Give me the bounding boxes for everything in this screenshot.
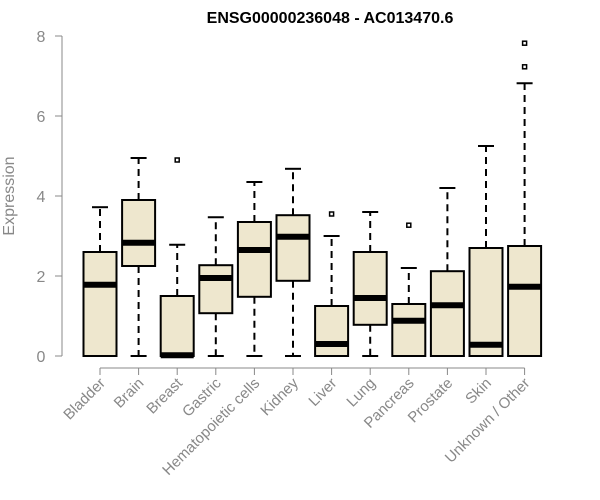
iqr-box <box>236 221 272 298</box>
iqr-box <box>352 251 388 326</box>
y-axis: 0 2 4 6 8 <box>37 29 63 366</box>
box-group <box>352 211 388 357</box>
outlier-point <box>521 64 528 70</box>
outlier-point <box>174 157 180 163</box>
iqr-box <box>429 270 465 358</box>
y-tick-label: 4 <box>37 189 46 206</box>
x-tick-label: Skin <box>462 375 495 408</box>
box-group <box>314 211 350 357</box>
box-group <box>275 167 311 357</box>
outlier-point <box>521 40 528 46</box>
box-group <box>159 157 195 359</box>
iqr-box <box>121 199 157 267</box>
outlier-point <box>406 222 412 228</box>
iqr-box <box>82 251 118 357</box>
iqr-box <box>391 303 427 357</box>
y-tick-label: 0 <box>37 349 46 366</box>
y-tick-label: 2 <box>37 269 46 286</box>
x-tick-label: Lung <box>343 375 379 411</box>
iqr-box <box>507 245 543 357</box>
outlier-point <box>328 211 335 217</box>
y-tick-label: 8 <box>37 29 46 46</box>
x-tick-label: Brain <box>111 375 148 412</box>
box-group <box>507 40 543 357</box>
box-group <box>429 187 465 358</box>
box-group <box>82 206 118 357</box>
iqr-box <box>275 214 311 282</box>
iqr-box <box>159 295 195 357</box>
y-tick-label: 6 <box>37 109 46 126</box>
box-group <box>391 222 427 357</box>
chart-title: ENSG00000236048 - AC013470.6 <box>207 10 454 27</box>
box-series <box>82 40 543 359</box>
x-tick-label: Bladder <box>60 375 109 424</box>
box-group <box>468 145 504 357</box>
iqr-box <box>314 305 350 357</box>
iqr-box <box>468 247 504 357</box>
x-tick-label: Breast <box>143 374 186 417</box>
box-group <box>236 181 272 357</box>
x-tick-label: Kidney <box>257 374 302 419</box>
x-tick-label: Liver <box>305 375 340 410</box>
iqr-box <box>198 264 234 315</box>
box-group <box>121 157 157 357</box>
box-group <box>198 216 234 357</box>
y-axis-label: Expression <box>1 156 18 235</box>
